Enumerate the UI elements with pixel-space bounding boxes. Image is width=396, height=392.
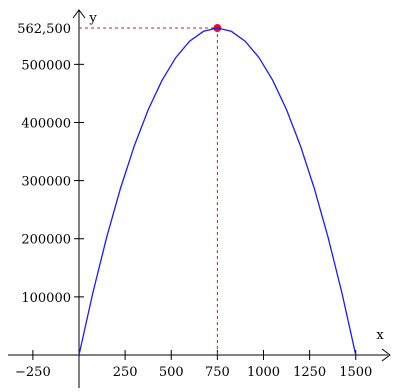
x-tick-label: 1250 [293, 365, 326, 380]
y-tick-label: 300000 [21, 175, 71, 190]
parabola-curve [78, 27, 357, 356]
x-tick-label: 1500 [339, 365, 372, 380]
max-guides [79, 24, 222, 355]
y-axis-label: y [88, 11, 97, 26]
y-tick-label: 100000 [21, 291, 71, 306]
x-tick-label: 250 [113, 365, 138, 380]
x-tick-label: −250 [15, 365, 51, 380]
tick-labels: −250 250 500 750 1000 1250 1500 100000 200000 300… [15, 11, 384, 380]
y-tick-label: 400000 [21, 116, 71, 131]
x-tick-label: 1000 [247, 365, 280, 380]
x-tick-label: 750 [205, 365, 230, 380]
max-value-label: 562,500 [17, 22, 71, 37]
y-tick-label: 500000 [21, 58, 71, 73]
x-axis-label: x [376, 328, 384, 343]
y-tick-label: 200000 [21, 233, 71, 248]
x-tick-label: 500 [159, 365, 184, 380]
axes [8, 9, 391, 388]
series [78, 27, 357, 356]
x-axis-arrow [381, 348, 391, 362]
y-axis-arrow [72, 9, 86, 19]
